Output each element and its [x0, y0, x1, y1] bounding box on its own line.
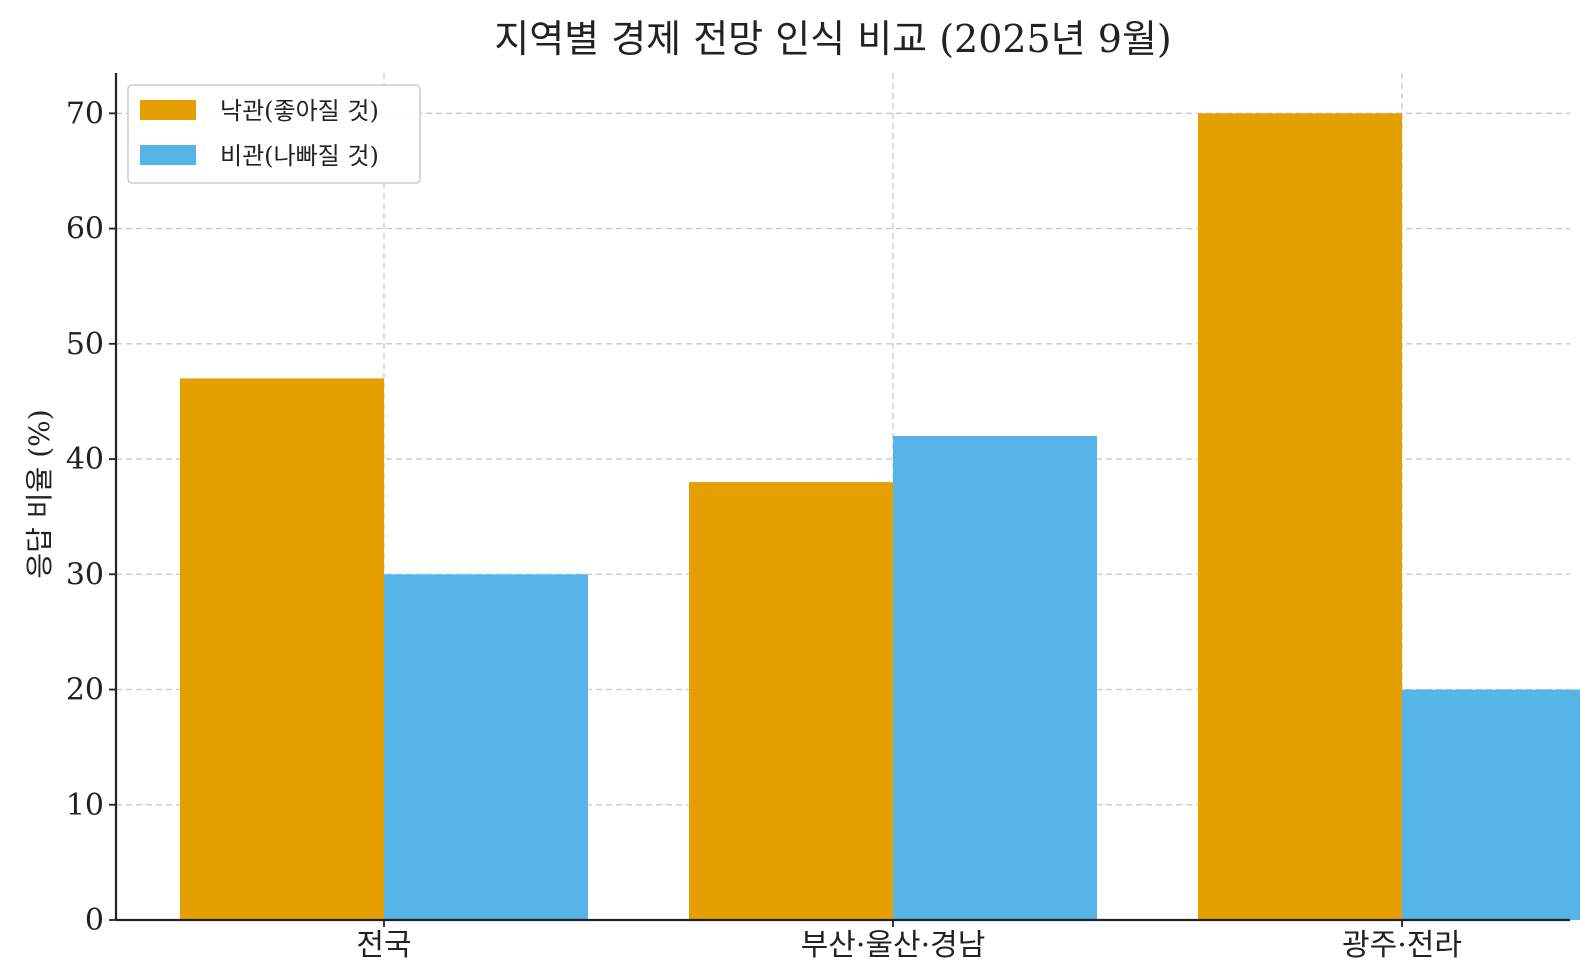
legend-box [127, 84, 421, 184]
y-tick-label: 0 [85, 903, 104, 938]
x-tick-label: 광주·전라 [1342, 928, 1462, 963]
y-tick-label: 50 [66, 327, 104, 362]
bar-pessimistic-2 [1402, 689, 1580, 920]
chart-title: 지역별 경제 전망 인식 비교 (2025년 9월) [494, 17, 1172, 61]
y-tick-label: 70 [66, 96, 104, 131]
x-tick-label: 부산·울산·경남 [801, 928, 986, 963]
y-axis-label: 응답 비율 (%) [23, 409, 56, 578]
legend-label-optimistic: 낙관(좋아질 것) [220, 97, 379, 125]
x-tick-label: 전국 [356, 928, 411, 963]
bar-optimistic-1 [689, 482, 893, 920]
bars-layer [180, 113, 1580, 921]
bar-pessimistic-1 [893, 436, 1097, 920]
y-tick-label: 10 [66, 788, 104, 823]
legend-label-pessimistic: 비관(나빠질 것) [220, 142, 379, 170]
legend-swatch-pessimistic [140, 145, 196, 165]
y-ticks: 0 10 20 30 40 50 60 70 [66, 96, 116, 938]
bar-optimistic-0 [180, 378, 384, 920]
y-tick-label: 30 [66, 557, 104, 592]
bar-pessimistic-0 [384, 574, 588, 920]
y-tick-label: 40 [66, 442, 104, 477]
x-ticks: 전국 부산·울산·경남 광주·전라 [356, 920, 1462, 963]
bar-optimistic-2 [1198, 113, 1402, 921]
legend: 낙관(좋아질 것) 비관(나빠질 것) [127, 84, 421, 184]
y-tick-label: 60 [66, 212, 104, 247]
y-tick-label: 20 [66, 673, 104, 708]
legend-swatch-optimistic [140, 100, 196, 120]
